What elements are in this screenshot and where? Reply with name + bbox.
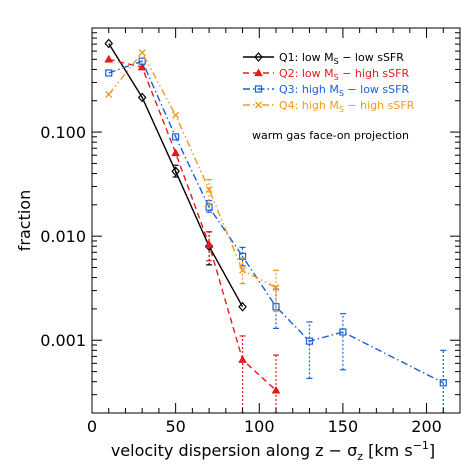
series-line xyxy=(108,58,277,391)
legend-marker xyxy=(254,85,263,93)
axes: 0 50 100 150 200 0.001 0.010 0.100 xyxy=(40,28,460,436)
legend-label: Q2: low MS − high sSFR xyxy=(279,67,409,82)
data-point xyxy=(172,133,180,141)
series-line xyxy=(108,43,244,308)
data-point xyxy=(305,337,314,345)
x-axis-label-units-sup: −1 xyxy=(413,439,429,452)
series-1 xyxy=(104,38,247,312)
annotation: warm gas face-on projection xyxy=(252,129,409,142)
data-point xyxy=(271,385,281,394)
legend-label: Q3: high MS − low sSFR xyxy=(279,83,409,98)
y-tick-label: 0.001 xyxy=(40,331,86,350)
data-point xyxy=(172,111,180,119)
data-point xyxy=(104,38,114,49)
x-tick-label: 150 xyxy=(328,417,359,436)
x-tick-label: 100 xyxy=(244,417,275,436)
series-4 xyxy=(105,49,280,312)
data-point xyxy=(138,49,146,57)
data-point xyxy=(105,90,113,98)
data-point xyxy=(239,266,247,274)
data-point xyxy=(137,92,147,103)
data-point xyxy=(238,355,247,363)
series-line xyxy=(108,51,277,289)
legend-marker xyxy=(255,101,262,109)
plot-area xyxy=(104,38,447,413)
series-line xyxy=(108,60,444,384)
x-axis-label-sub: z xyxy=(357,450,363,463)
legend-marker xyxy=(254,68,263,77)
data-point xyxy=(439,379,447,387)
data-point xyxy=(205,186,213,194)
y-tick-label: 0.100 xyxy=(40,123,86,142)
legend-marker xyxy=(254,52,263,62)
data-point xyxy=(171,148,180,157)
y-tick-label: 0.010 xyxy=(40,227,86,246)
x-axis-label: velocity dispersion along z − σz [km s−1… xyxy=(111,439,435,463)
x-tick-label: 0 xyxy=(87,417,97,436)
data-point xyxy=(105,69,113,77)
data-point xyxy=(238,301,247,312)
data-point xyxy=(137,62,147,71)
x-axis-label-main: velocity dispersion along z − σ xyxy=(111,441,357,460)
x-axis-label-units: [km s xyxy=(363,441,413,460)
data-point xyxy=(104,54,114,63)
x-tick-label: 200 xyxy=(411,417,442,436)
x-axis-label-units-end: ] xyxy=(429,441,435,460)
data-point xyxy=(339,328,347,336)
x-tick-label: 50 xyxy=(165,417,185,436)
data-point xyxy=(138,57,146,65)
data-point xyxy=(171,166,180,177)
data-point xyxy=(204,240,214,248)
legend-label: Q1: low MS − low sSFR xyxy=(279,51,404,66)
y-axis-label: fraction xyxy=(15,190,34,251)
legend-label: Q4: high MS − high sSFR xyxy=(279,99,415,114)
series-2 xyxy=(104,54,281,413)
data-point xyxy=(272,284,280,292)
